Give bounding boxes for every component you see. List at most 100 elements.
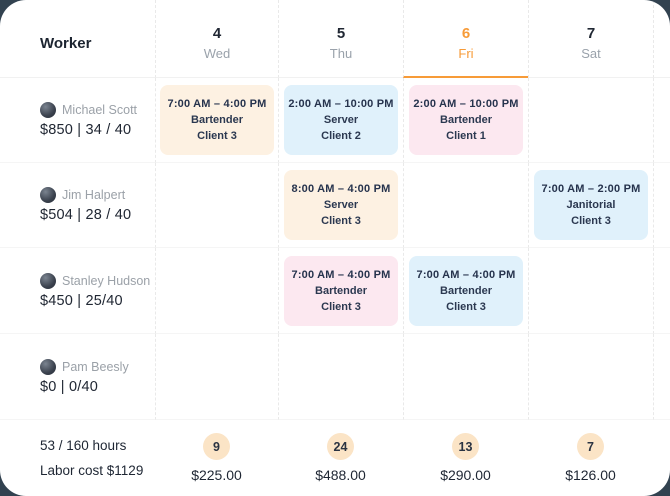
worker-avatar — [40, 272, 56, 289]
day-number: 7 — [586, 25, 596, 42]
shift-time: 7:00 AM – 4:00 PM — [416, 268, 516, 281]
shift-role: Server — [323, 114, 359, 126]
shift-cell-michael-thu[interactable]: 2:00 AM – 10:00 PM Server Client 2 — [278, 78, 403, 163]
day-name: Fri — [458, 45, 474, 61]
worker-avatar — [40, 358, 56, 375]
shift-cell-pam-thu[interactable] — [278, 334, 403, 420]
worker-name-line: Pam Beesly — [40, 358, 155, 375]
day-number: 6 — [461, 24, 471, 42]
worker-stats: $850 | 34 / 40 — [40, 122, 132, 138]
shift-chip[interactable]: 7:00 AM – 2:00 PM Janitorial Client 3 — [534, 170, 648, 240]
shift-cell-pam-sat[interactable] — [528, 334, 653, 420]
shift-count-badge: 7 — [577, 433, 604, 460]
labor-cost: Labor cost $1129 — [40, 463, 144, 478]
shift-role: Bartender — [440, 114, 492, 126]
shift-client: Client 1 — [446, 130, 486, 142]
day-number: 5 — [336, 25, 346, 42]
shift-time: 7:00 AM – 4:00 PM — [167, 98, 267, 110]
total-hours: 53 / 160 hours — [40, 438, 127, 453]
day-name: Sat — [581, 46, 601, 61]
shift-cell-michael-sat[interactable] — [528, 78, 653, 163]
footer-summary: 53 / 160 hours Labor cost $1129 — [0, 420, 155, 496]
day-cost: $290.00 — [440, 467, 491, 483]
shift-chip[interactable]: 7:00 AM – 4:00 PM Bartender Client 3 — [160, 85, 274, 155]
shift-time: 2:00 AM – 10:00 PM — [413, 98, 519, 110]
shift-time: 8:00 AM – 4:00 PM — [291, 183, 391, 195]
day-name: Thu — [329, 46, 353, 61]
worker-name: Michael Scott — [62, 103, 138, 117]
worker-name: Pam Beesly — [62, 359, 129, 374]
shift-client: Client 3 — [446, 300, 486, 313]
worker-stats: $504 | 28 / 40 — [40, 207, 132, 223]
worker-name-line: Jim Halpert — [40, 187, 155, 203]
worker-row-pam-beesly: Pam Beesly $0 | 0/40 — [0, 334, 155, 420]
shift-chip[interactable]: 7:00 AM – 4:00 PM Bartender Client 3 — [409, 255, 523, 326]
shift-cell-stanley-thu[interactable]: 7:00 AM – 4:00 PM Bartender Client 3 — [278, 248, 403, 334]
day-header-fri-active[interactable]: 6 Fri — [403, 0, 528, 78]
shift-cell-jim-wed[interactable] — [155, 163, 278, 248]
worker-row-michael-scott: Michael Scott $850 | 34 / 40 — [0, 78, 155, 163]
shift-client: Client 3 — [571, 215, 611, 227]
worker-name-line: Michael Scott — [40, 102, 155, 118]
worker-avatar — [40, 102, 56, 118]
shift-cell-michael-wed[interactable]: 7:00 AM – 4:00 PM Bartender Client 3 — [155, 78, 278, 163]
day-cost: $126.00 — [565, 467, 616, 483]
footer-total-thu: 24 $488.00 — [278, 420, 403, 496]
shift-cell-jim-thu[interactable]: 8:00 AM – 4:00 PM Server Client 3 — [278, 163, 403, 248]
shift-count-badge: 13 — [452, 433, 479, 460]
day-name: Wed — [203, 46, 231, 61]
shift-count-badge: 9 — [203, 433, 230, 460]
grid-filler — [653, 163, 670, 248]
grid-filler — [653, 78, 670, 163]
grid-filler — [653, 334, 670, 420]
shift-time: 7:00 AM – 4:00 PM — [291, 268, 391, 281]
grid-filler — [653, 248, 670, 334]
shift-cell-jim-fri[interactable] — [403, 163, 528, 248]
footer-total-wed: 9 $225.00 — [155, 420, 278, 496]
shift-role: Server — [323, 199, 359, 211]
day-number: 4 — [212, 25, 222, 42]
shift-time: 7:00 AM – 2:00 PM — [541, 183, 641, 195]
shift-role: Bartender — [440, 284, 492, 297]
worker-name: Stanley Hudson — [62, 273, 151, 288]
shift-count-badge: 24 — [327, 433, 354, 460]
worker-name: Jim Halpert — [62, 188, 126, 202]
shift-cell-pam-fri[interactable] — [403, 334, 528, 420]
worker-avatar — [40, 187, 56, 203]
day-header-sat[interactable]: 7 Sat — [528, 0, 653, 78]
shift-cell-stanley-wed[interactable] — [155, 248, 278, 334]
shift-cell-pam-wed[interactable] — [155, 334, 278, 420]
shift-role: Janitorial — [566, 199, 616, 211]
worker-stats: $450 | 25/40 — [40, 292, 123, 309]
day-cost: $225.00 — [191, 467, 242, 483]
footer-total-sat: 7 $126.00 — [528, 420, 653, 496]
worker-column-header: Worker — [0, 0, 155, 78]
day-header-wed[interactable]: 4 Wed — [155, 0, 278, 78]
shift-chip[interactable]: 2:00 AM – 10:00 PM Bartender Client 1 — [409, 85, 523, 155]
shift-chip[interactable]: 8:00 AM – 4:00 PM Server Client 3 — [284, 170, 398, 240]
shift-role: Bartender — [315, 284, 367, 297]
shift-client: Client 3 — [321, 300, 361, 313]
shift-cell-stanley-fri[interactable]: 7:00 AM – 4:00 PM Bartender Client 3 — [403, 248, 528, 334]
day-cost: $488.00 — [315, 467, 366, 483]
worker-row-stanley-hudson: Stanley Hudson $450 | 25/40 — [0, 248, 155, 334]
shift-chip[interactable]: 7:00 AM – 4:00 PM Bartender Client 3 — [284, 255, 398, 326]
shift-cell-stanley-sat[interactable] — [528, 248, 653, 334]
footer-total-fri: 13 $290.00 — [403, 420, 528, 496]
shift-cell-jim-sat[interactable]: 7:00 AM – 2:00 PM Janitorial Client 3 — [528, 163, 653, 248]
shift-time: 2:00 AM – 10:00 PM — [288, 98, 394, 110]
shift-role: Bartender — [191, 114, 243, 126]
shift-client: Client 3 — [321, 215, 361, 227]
footer-filler — [653, 420, 670, 496]
shift-client: Client 2 — [321, 130, 361, 142]
day-header-partial — [653, 0, 670, 78]
day-header-thu[interactable]: 5 Thu — [278, 0, 403, 78]
worker-row-jim-halpert: Jim Halpert $504 | 28 / 40 — [0, 163, 155, 248]
shift-cell-michael-fri[interactable]: 2:00 AM – 10:00 PM Bartender Client 1 — [403, 78, 528, 163]
shift-client: Client 3 — [197, 130, 237, 142]
worker-label: Worker — [40, 35, 92, 52]
worker-stats: $0 | 0/40 — [40, 378, 98, 395]
shift-chip[interactable]: 2:00 AM – 10:00 PM Server Client 2 — [284, 85, 398, 155]
worker-name-line: Stanley Hudson — [40, 272, 155, 289]
